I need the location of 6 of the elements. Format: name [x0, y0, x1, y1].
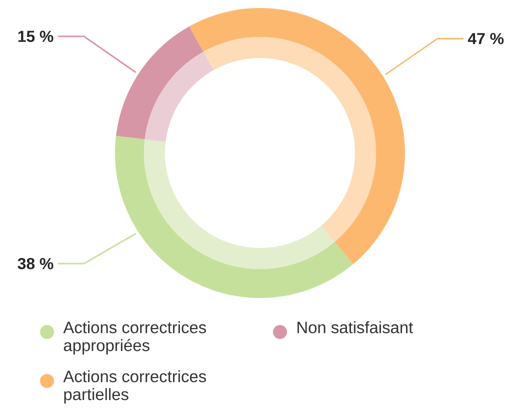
legend-label: Actions correctrices partielles	[63, 370, 206, 404]
data-label: 47 %	[468, 32, 504, 44]
data-label: 38 %	[18, 258, 54, 270]
legend-label: Non satisfaisant	[298, 321, 414, 334]
legend-label: Actions correctrices appropriées	[63, 321, 206, 354]
data-label: 15 %	[18, 30, 54, 42]
